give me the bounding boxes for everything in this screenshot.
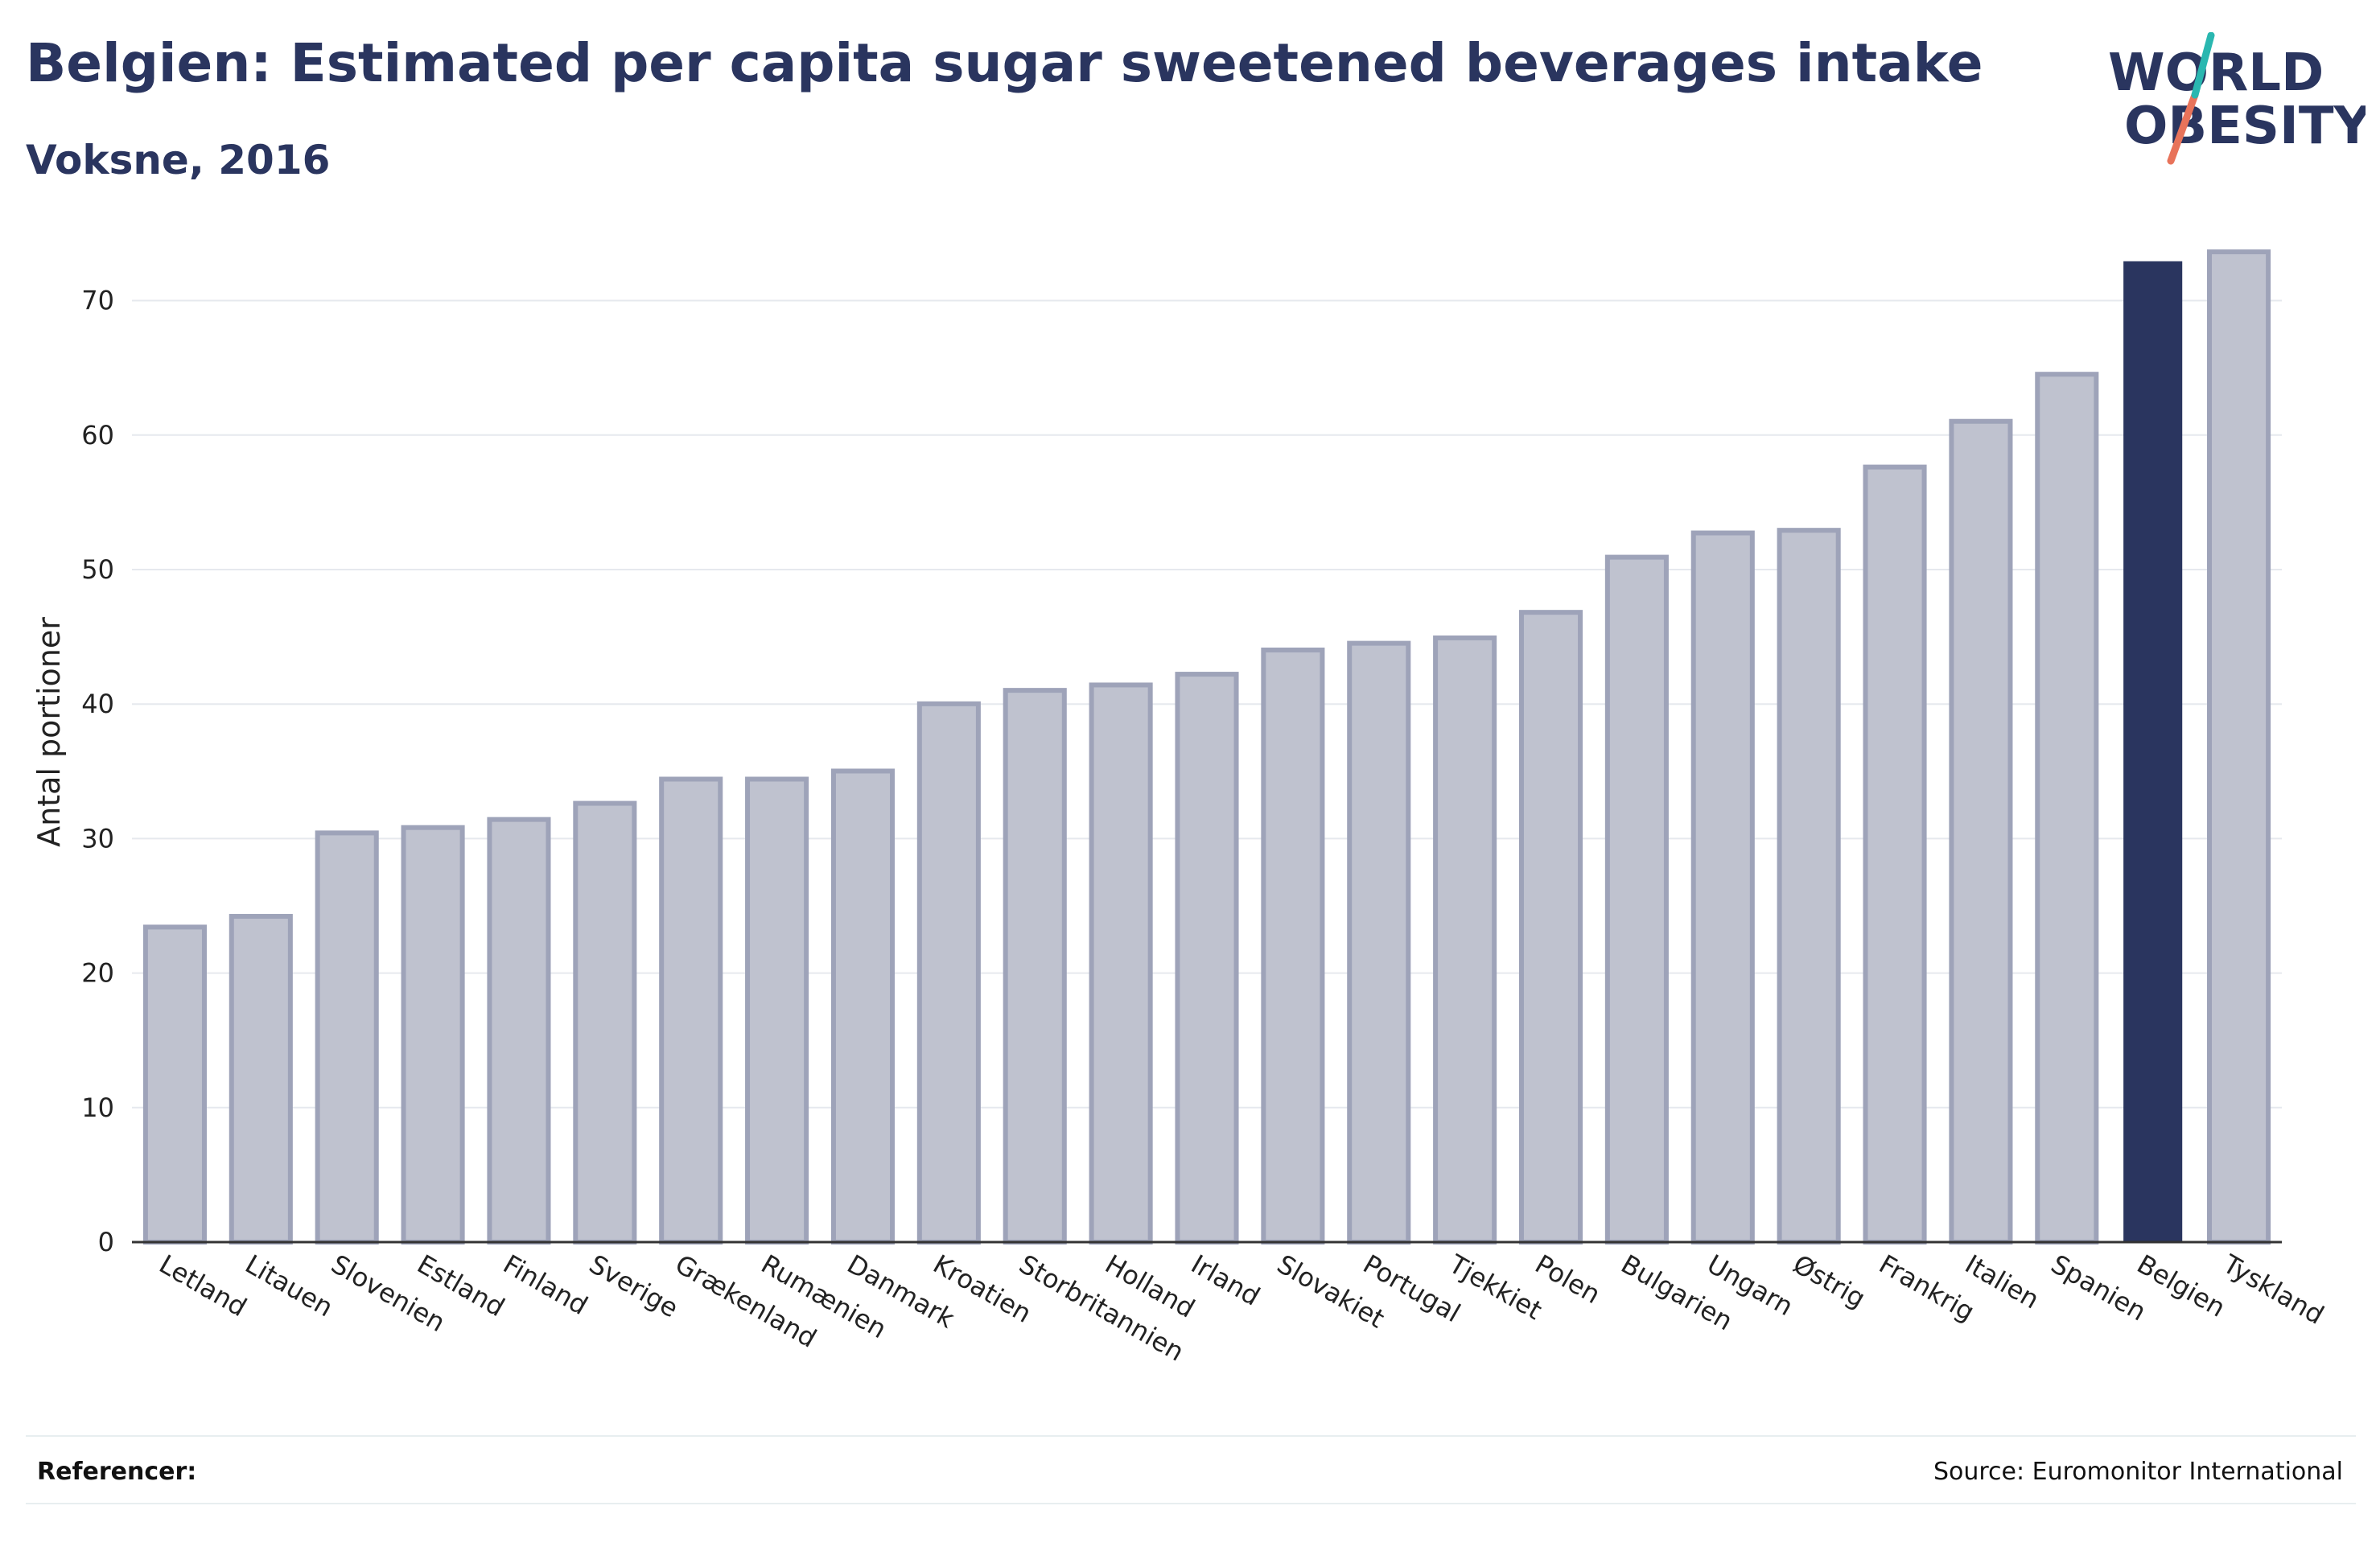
y-tick-label: 70 bbox=[81, 286, 114, 316]
bar-finland bbox=[487, 817, 551, 1245]
bar-tjekkiet bbox=[1433, 635, 1497, 1245]
bar-slovenien bbox=[315, 830, 379, 1245]
bar-storbritannien bbox=[1003, 688, 1067, 1245]
y-tick-label: 10 bbox=[81, 1092, 114, 1123]
logo-slash-lower bbox=[2167, 91, 2199, 165]
y-tick-label: 0 bbox=[98, 1227, 114, 1257]
references-label: Referencer: bbox=[37, 1458, 197, 1486]
bar-frankrig bbox=[1863, 464, 1927, 1245]
x-tick-label: Irland bbox=[1186, 1249, 1265, 1312]
y-tick-label: 50 bbox=[81, 554, 114, 585]
bar-belgien bbox=[2123, 261, 2183, 1242]
y-tick-label: 40 bbox=[81, 689, 114, 719]
x-tick-label: Østrig bbox=[1788, 1249, 1871, 1314]
bar-bulgarien bbox=[1604, 554, 1669, 1245]
footer-divider-top bbox=[26, 1435, 2356, 1437]
bars bbox=[142, 249, 2271, 1245]
bar-polen bbox=[1518, 610, 1583, 1245]
bar-sverige bbox=[573, 800, 637, 1245]
bar-kroatien bbox=[916, 701, 981, 1245]
bar-holland bbox=[1089, 682, 1153, 1245]
chart-title: Belgien: Estimated per capita sugar swee… bbox=[26, 32, 1983, 94]
logo-line2: OBESITY bbox=[2124, 97, 2366, 156]
source-note: Source: Euromonitor International bbox=[1933, 1458, 2343, 1486]
y-axis-title: Antal portioner bbox=[31, 617, 67, 847]
bar-irland bbox=[1175, 672, 1239, 1245]
bar-østrig bbox=[1777, 528, 1841, 1245]
bar-estland bbox=[401, 825, 465, 1245]
logo-line1: WORLD bbox=[2108, 43, 2324, 103]
x-tick-label: Tjekkiet bbox=[1443, 1249, 1547, 1327]
bar-letland bbox=[142, 924, 207, 1245]
y-tick-label: 30 bbox=[81, 823, 114, 854]
x-tick-label: Belgien bbox=[2132, 1249, 2231, 1323]
footer-divider-bottom bbox=[26, 1503, 2356, 1504]
bar-litauen bbox=[229, 914, 293, 1245]
x-tick-label: Sverige bbox=[584, 1249, 684, 1323]
bar-chart: 010203040506070LetlandLitauenSlovenienEs… bbox=[31, 249, 2329, 1368]
bar-ungarn bbox=[1690, 530, 1755, 1245]
x-tick-label: Frankrig bbox=[1874, 1249, 1980, 1327]
x-tick-label: Spanien bbox=[2046, 1249, 2151, 1327]
bar-spanien bbox=[2035, 372, 2099, 1245]
x-tick-label: Letland bbox=[154, 1249, 252, 1323]
bar-danmark bbox=[830, 768, 896, 1245]
bar-tyskland bbox=[2207, 249, 2271, 1245]
bar-slovakiet bbox=[1261, 647, 1325, 1245]
y-tick-label: 60 bbox=[81, 420, 114, 451]
x-tick-label: Finland bbox=[498, 1249, 593, 1321]
x-tick-label: Litauen bbox=[240, 1249, 338, 1323]
world-obesity-logo: WORLD OBESITY bbox=[2108, 32, 2366, 165]
x-tick-label: Tyskland bbox=[2217, 1249, 2329, 1331]
y-tick-label: 20 bbox=[81, 958, 114, 989]
bar-grækenland bbox=[659, 776, 723, 1245]
chart-subtitle: Voksne, 2016 bbox=[26, 137, 331, 183]
bar-portugal bbox=[1347, 640, 1411, 1245]
bar-italien bbox=[1949, 418, 2013, 1245]
logo-slash-upper bbox=[2191, 32, 2215, 99]
bar-rumænien bbox=[745, 776, 809, 1245]
